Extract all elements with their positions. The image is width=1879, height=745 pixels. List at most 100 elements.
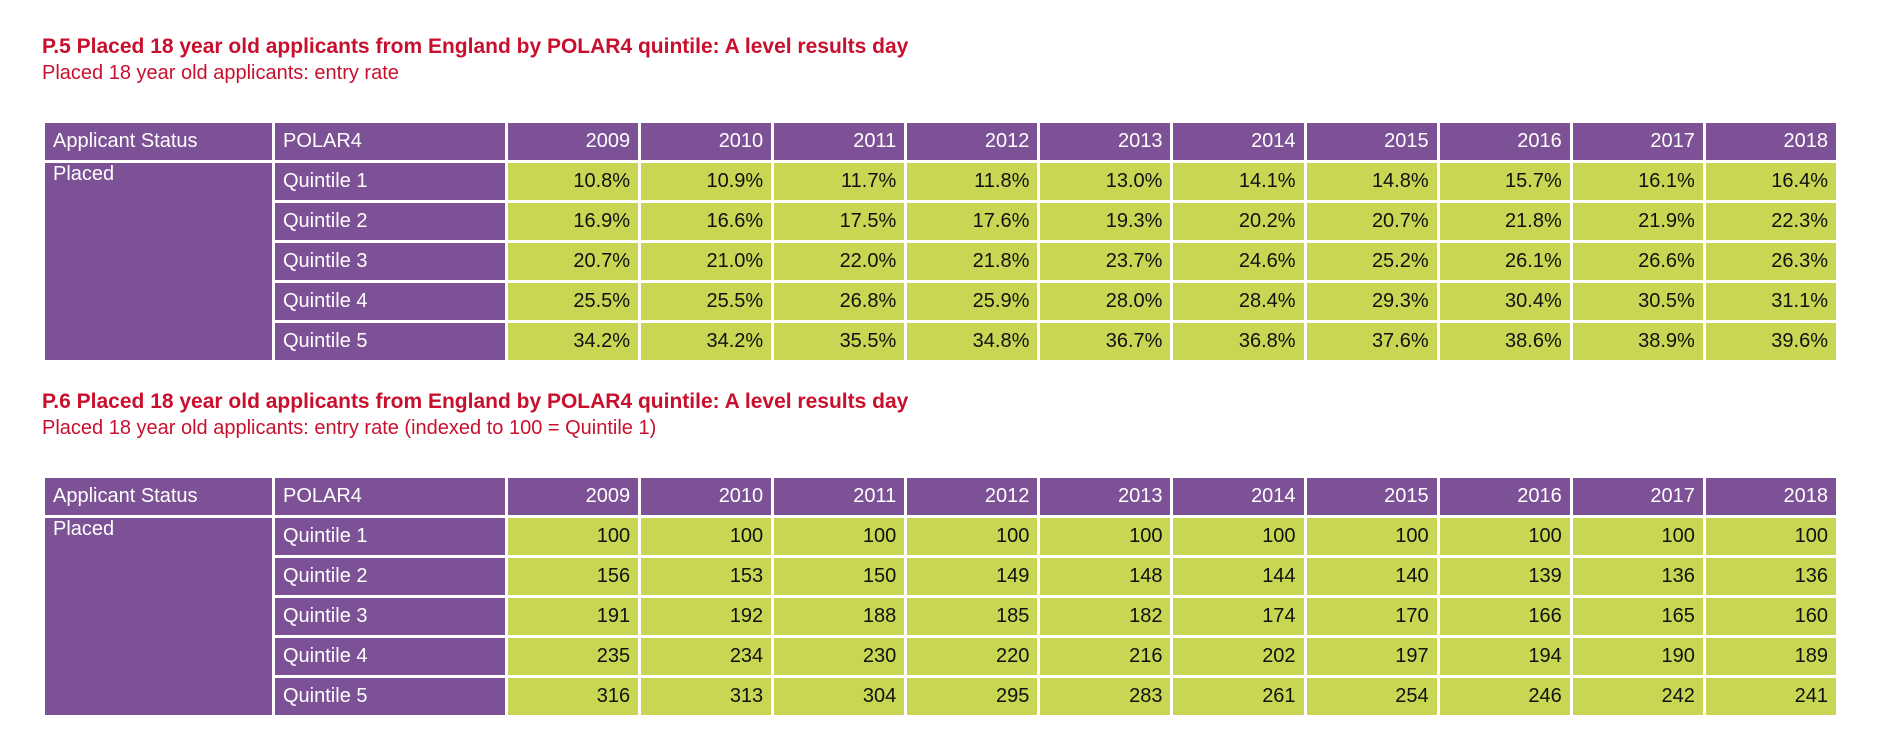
value-cell: 100 xyxy=(504,515,642,558)
value-cell: 261 xyxy=(1170,675,1307,718)
value-cell: 194 xyxy=(1436,635,1573,678)
value-cell: 160 xyxy=(1702,595,1840,638)
value-cell: 22.0% xyxy=(771,240,908,283)
header-year: 2015 xyxy=(1303,475,1440,518)
header-year: 2009 xyxy=(504,120,642,163)
header-year: 2011 xyxy=(771,475,908,518)
value-cell: 156 xyxy=(504,555,642,598)
value-cell: 16.1% xyxy=(1569,160,1706,203)
value-cell: 25.5% xyxy=(638,280,775,323)
value-cell: 21.8% xyxy=(1436,200,1573,243)
header-year: 2017 xyxy=(1569,475,1706,518)
table-row: Quintile 2 16.9% 16.6% 17.5% 17.6% 19.3% 20.2%… xyxy=(44,200,1840,243)
value-cell: 28.4% xyxy=(1170,280,1307,323)
value-cell: 189 xyxy=(1702,635,1840,678)
value-cell: 100 xyxy=(1170,515,1307,558)
header-year: 2011 xyxy=(771,120,908,163)
value-cell: 100 xyxy=(1569,515,1706,558)
value-cell: 16.9% xyxy=(504,200,642,243)
value-cell: 10.8% xyxy=(504,160,642,203)
table-row: Placed Quintile 1 10.8% 10.9% 11.7% 11.8% 13.0… xyxy=(42,160,1840,363)
header-year: 2018 xyxy=(1702,120,1840,163)
value-cell: 35.5% xyxy=(771,320,908,363)
table-title: P.5 Placed 18 year old applicants from E… xyxy=(42,35,909,58)
value-cell: 34.8% xyxy=(904,320,1041,363)
value-cell: 192 xyxy=(638,595,775,638)
value-cell: 100 xyxy=(638,515,775,558)
table-section-p5: P.5 Placed 18 year old applicants from E… xyxy=(42,34,1840,363)
value-cell: 28.0% xyxy=(1037,280,1174,323)
value-cell: 148 xyxy=(1037,555,1174,598)
header-applicant-status: Applicant Status xyxy=(42,475,275,518)
header-applicant-status: Applicant Status xyxy=(42,120,275,163)
table-row: Quintile 4 235 234 230 220 216 202 197 194 190 189 xyxy=(44,635,1840,678)
value-cell: 17.5% xyxy=(771,200,908,243)
value-cell: 25.2% xyxy=(1303,240,1440,283)
value-cell: 24.6% xyxy=(1170,240,1307,283)
quintile-label: Quintile 2 xyxy=(272,555,508,598)
value-cell: 202 xyxy=(1170,635,1307,678)
value-cell: 191 xyxy=(504,595,642,638)
applicant-status-cell: Placed xyxy=(42,160,275,363)
value-cell: 235 xyxy=(504,635,642,678)
header-year: 2010 xyxy=(638,120,775,163)
value-cell: 20.2% xyxy=(1170,200,1307,243)
data-table: Applicant Status POLAR4 2009 2010 2011 2012 20… xyxy=(42,475,1840,718)
value-cell: 37.6% xyxy=(1303,320,1440,363)
value-cell: 39.6% xyxy=(1702,320,1840,363)
value-cell: 174 xyxy=(1170,595,1307,638)
header-year: 2018 xyxy=(1702,475,1840,518)
header-row: Applicant Status POLAR4 2009 2010 2011 2012 20… xyxy=(42,475,1840,518)
value-cell: 38.6% xyxy=(1436,320,1573,363)
header-row: Applicant Status POLAR4 2009 2010 2011 2012 20… xyxy=(42,120,1840,163)
header-polar4: POLAR4 xyxy=(272,475,508,518)
value-cell: 230 xyxy=(771,635,908,678)
value-cell: 100 xyxy=(771,515,908,558)
header-year: 2015 xyxy=(1303,120,1440,163)
header-year: 2013 xyxy=(1037,120,1174,163)
value-cell: 216 xyxy=(1037,635,1174,678)
value-cell: 13.0% xyxy=(1037,160,1174,203)
table-row: Quintile 2 156 153 150 149 148 144 140 139 136 136 xyxy=(44,555,1840,598)
quintile-label: Quintile 5 xyxy=(272,320,508,363)
value-cell: 246 xyxy=(1436,675,1573,718)
value-cell: 14.1% xyxy=(1170,160,1307,203)
value-cell: 313 xyxy=(638,675,775,718)
value-cell: 36.7% xyxy=(1037,320,1174,363)
value-cell: 316 xyxy=(504,675,642,718)
value-cell: 15.7% xyxy=(1436,160,1573,203)
header-year: 2014 xyxy=(1170,120,1307,163)
value-cell: 21.8% xyxy=(904,240,1041,283)
header-year: 2010 xyxy=(638,475,775,518)
value-cell: 170 xyxy=(1303,595,1440,638)
value-cell: 26.8% xyxy=(771,280,908,323)
value-cell: 20.7% xyxy=(504,240,642,283)
value-cell: 144 xyxy=(1170,555,1307,598)
table-row: Quintile 3 191 192 188 185 182 174 170 166 165 160 xyxy=(44,595,1840,638)
table-row: Quintile 4 25.5% 25.5% 26.8% 25.9% 28.0% 28.4%… xyxy=(44,280,1840,323)
value-cell: 150 xyxy=(771,555,908,598)
value-cell: 100 xyxy=(904,515,1041,558)
value-cell: 30.5% xyxy=(1569,280,1706,323)
header-year: 2012 xyxy=(904,120,1041,163)
value-cell: 220 xyxy=(904,635,1041,678)
value-cell: 38.9% xyxy=(1569,320,1706,363)
quintile-label: Quintile 4 xyxy=(272,635,508,678)
value-cell: 21.9% xyxy=(1569,200,1706,243)
table-row: Quintile 3 20.7% 21.0% 22.0% 21.8% 23.7% 24.6%… xyxy=(44,240,1840,283)
value-cell: 22.3% xyxy=(1702,200,1840,243)
table-row: Quintile 5 34.2% 34.2% 35.5% 34.8% 36.7% 36.8%… xyxy=(44,320,1840,363)
quintile-label: Quintile 3 xyxy=(272,240,508,283)
value-cell: 26.6% xyxy=(1569,240,1706,283)
value-cell: 190 xyxy=(1569,635,1706,678)
value-cell: 34.2% xyxy=(638,320,775,363)
value-cell: 166 xyxy=(1436,595,1573,638)
value-cell: 295 xyxy=(904,675,1041,718)
quintile-label: Quintile 4 xyxy=(272,280,508,323)
table-subtitle: Placed 18 year old applicants: entry rat… xyxy=(42,62,399,84)
header-year: 2009 xyxy=(504,475,642,518)
table-title: P.6 Placed 18 year old applicants from E… xyxy=(42,390,909,413)
value-cell: 14.8% xyxy=(1303,160,1440,203)
header-year: 2017 xyxy=(1569,120,1706,163)
value-cell: 100 xyxy=(1303,515,1440,558)
